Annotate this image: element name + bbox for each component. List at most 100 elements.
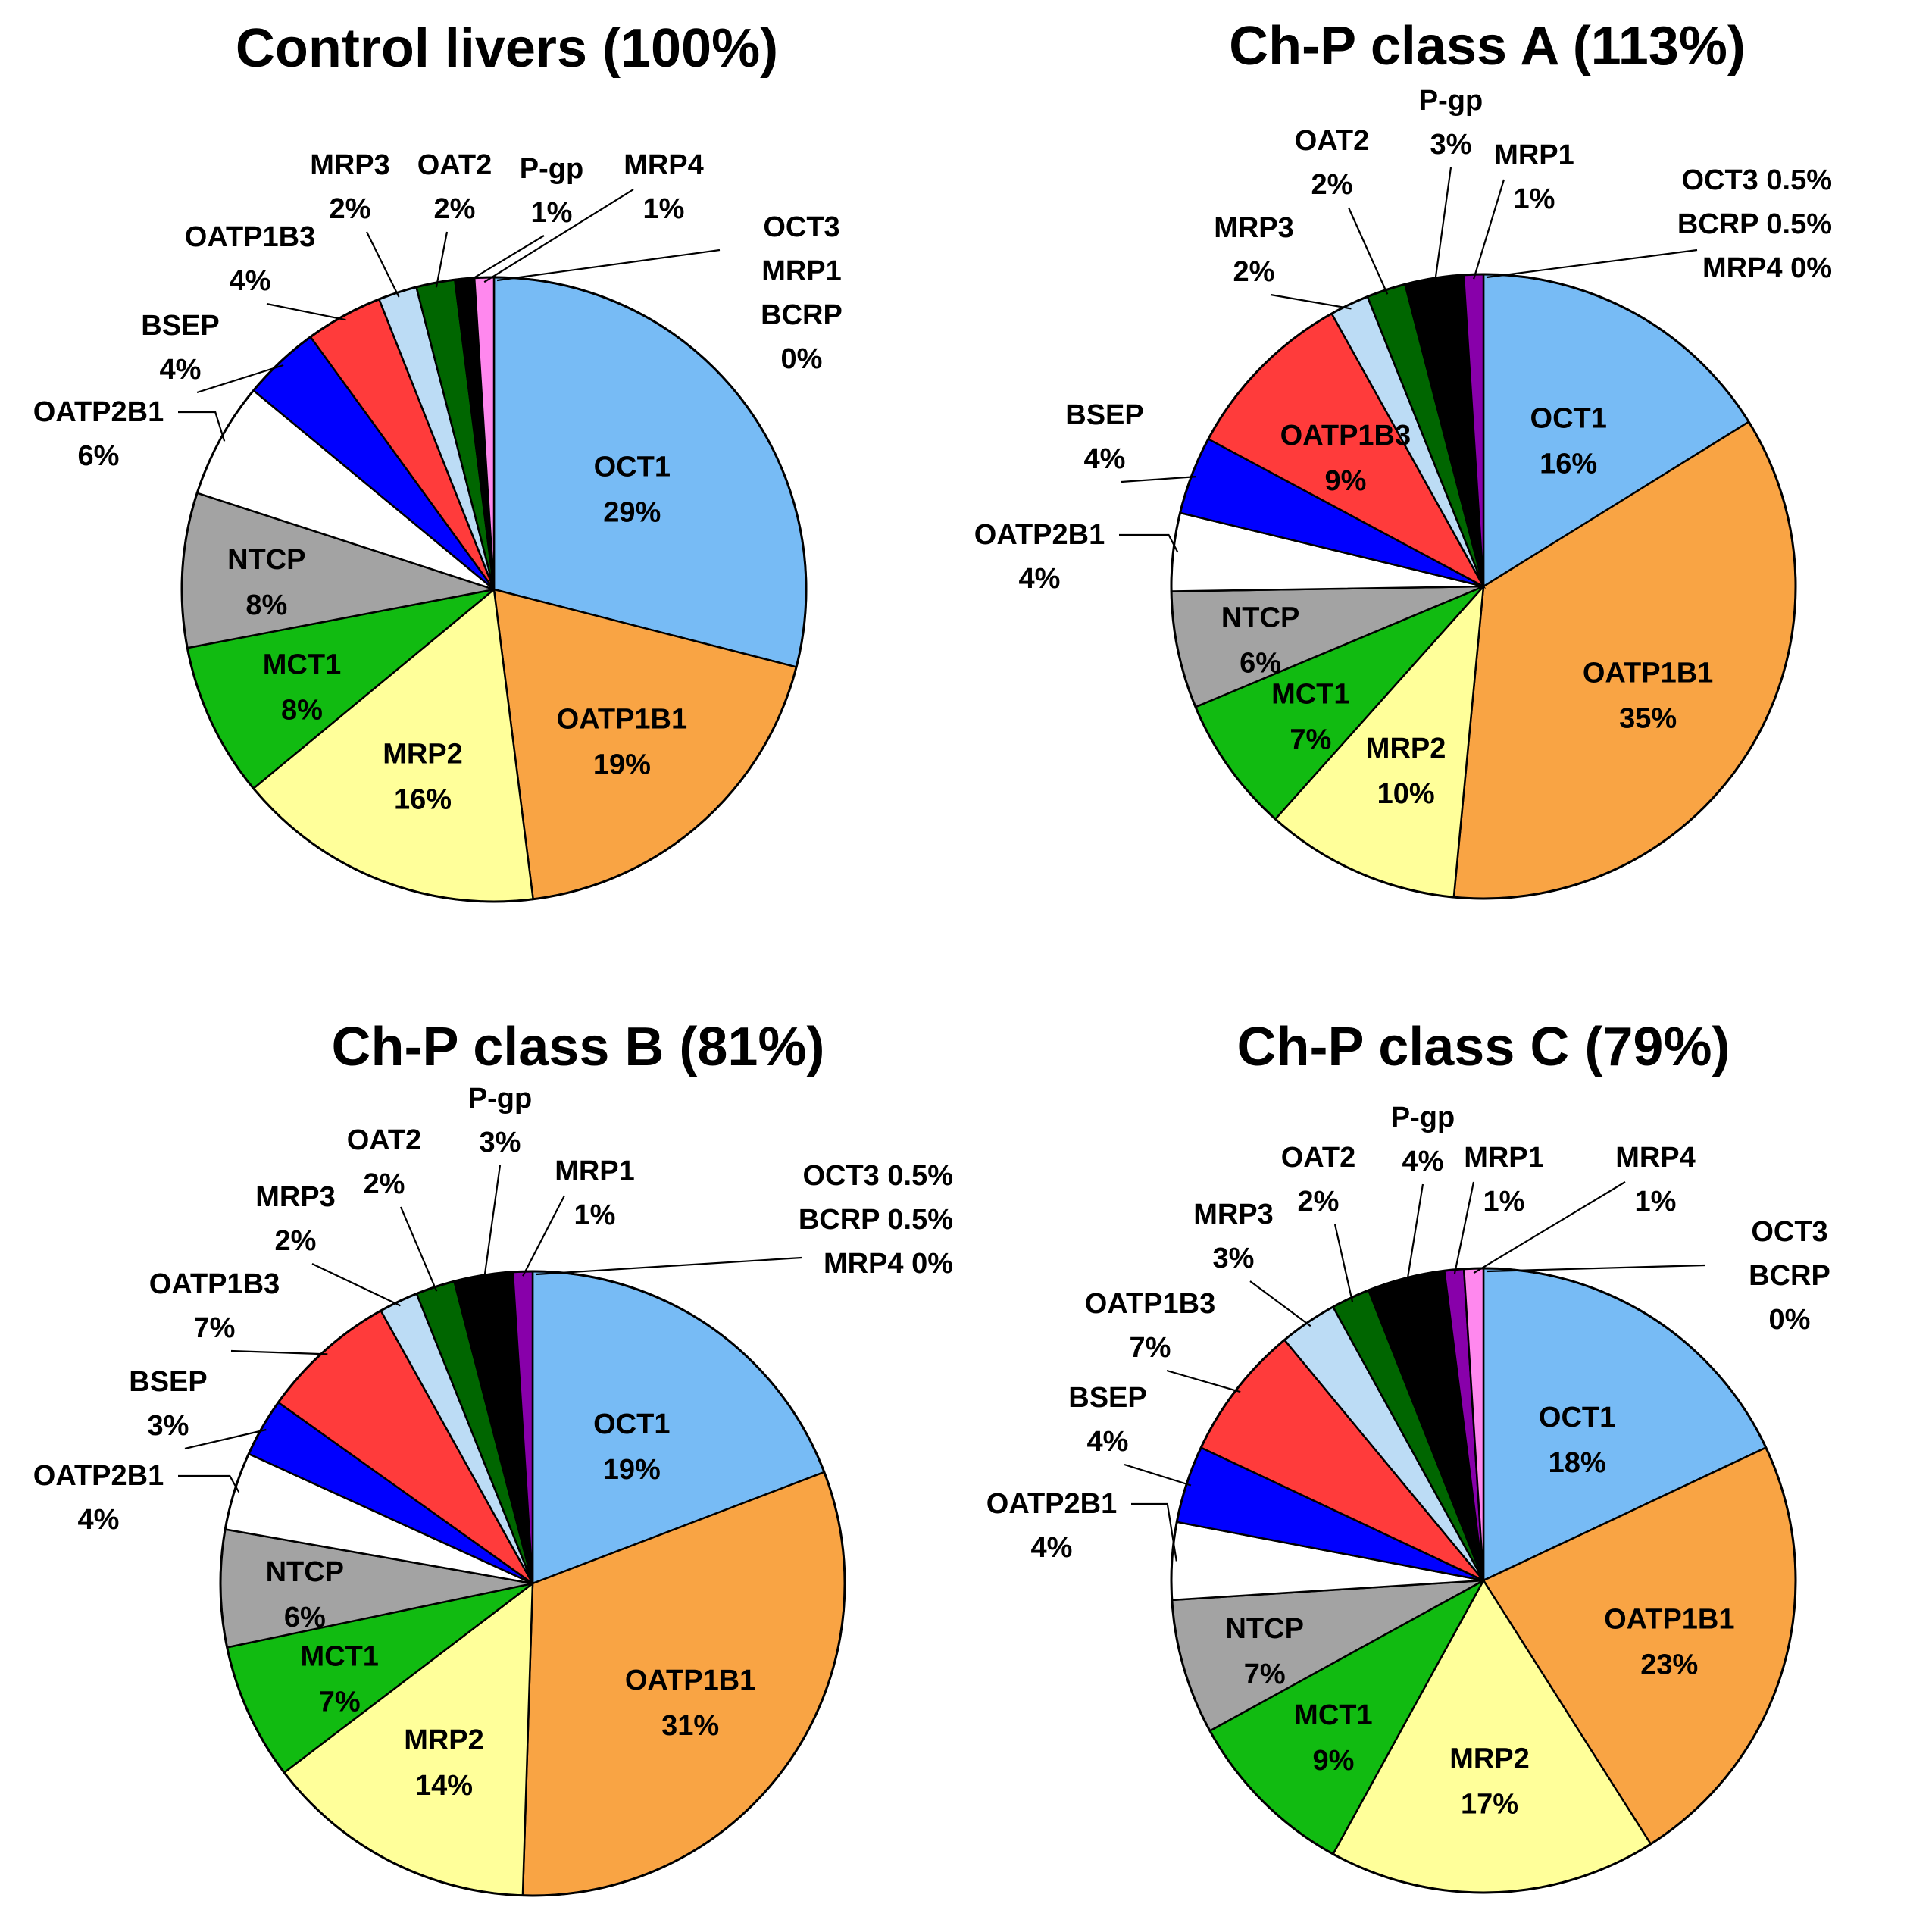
slice-label-oatp2b1: OATP2B1 4% [986,1488,1177,1564]
slice-label-mrp2: MRP2 14% [404,1724,484,1802]
leader-line [1270,293,1352,310]
zero-slices-label: OCT3 0.5% BCRP 0.5% MRP4 0% [1486,164,1832,284]
slice-value: 31% [661,1710,719,1742]
slice-value: 2% [330,193,371,225]
slice-name: MCT1 [263,649,341,680]
slice-value: 4% [160,354,202,386]
slice-name: P-gp [520,153,583,185]
leader-line [399,1206,438,1292]
slice-name: OCT1 [594,452,671,483]
slice-value: 3% [148,1410,189,1442]
slice-name: OAT2 [347,1124,422,1156]
slice-name: NTCP [1225,1613,1303,1645]
slice-name: MRP1 [1494,139,1574,171]
leader-line [366,231,400,298]
slice-name: MRP3 [310,149,390,181]
pie-chart-3: Ch-P class B (81%) OCT1 19% OATP1B1 31% MRP2 1… [33,1017,953,1897]
slice-label-mrp3: MRP3 2% [310,149,400,298]
slice-name: OATP2B1 [986,1488,1117,1520]
slice-name: P-gp [1391,1102,1455,1133]
slice-label-mrp3: MRP3 2% [255,1181,401,1307]
slice-value: 2% [275,1225,317,1257]
slice-label-oat2: OAT2 2% [417,149,492,288]
zero-leader-line [496,249,721,282]
slice-value: 35% [1619,703,1677,735]
slice-name: NTCP [266,1556,344,1588]
zero-slice-line: 0% [781,343,823,375]
leader-line [1131,1502,1177,1562]
pie-rim [219,1270,846,1897]
slice-value: 8% [281,694,323,726]
slice-name: OCT1 [1539,1402,1615,1433]
zero-slice-line: MRP4 0% [1702,252,1832,284]
chart-title: Ch-P class C (79%) [1237,1017,1730,1077]
slice-value: 1% [1635,1186,1677,1218]
slice-label-mrp2: MRP2 10% [1366,733,1446,810]
zero-slices-label: OCT3 MRP1 BCRP 0% [496,211,843,375]
slice-value: 7% [194,1312,236,1344]
slice-name: OATP1B3 [1085,1288,1215,1320]
slice-value: 7% [1130,1332,1171,1364]
slice-value: 4% [230,265,271,297]
slice-value: 3% [480,1127,521,1158]
slice-name: BSEP [1065,399,1143,431]
slice-label-mrp2: MRP2 16% [383,739,463,816]
leader-line [266,302,346,321]
slice-name: BSEP [1068,1382,1146,1414]
slice-label-oatp1b1: OATP1B1 19% [557,704,687,781]
leader-line [1473,1181,1626,1274]
slice-label-ntcp: NTCP 8% [227,544,305,621]
slice-value: 23% [1640,1649,1698,1680]
slice-label-ntcp: NTCP 6% [266,1556,344,1633]
slice-name: P-gp [1419,85,1483,117]
slice-label-oatp1b3: OATP1B3 4% [185,221,346,321]
leader-line [464,235,545,284]
slice-label-mct1: MCT1 8% [263,649,341,726]
slice-value: 17% [1461,1788,1518,1820]
slice-name: OCT1 [1530,402,1607,434]
slice-label-oatp1b1: OATP1B1 35% [1583,658,1713,735]
slice-label-bsep: BSEP 4% [141,310,284,394]
zero-slice-line: OCT3 [1751,1216,1827,1248]
slice-name: NTCP [1221,602,1299,634]
slice-value: 6% [284,1602,326,1633]
slice-name: OATP1B3 [185,221,315,253]
slice-value: 1% [531,197,573,229]
leader-line [483,189,634,283]
slice-label-mct1: MCT1 7% [300,1640,378,1718]
slice-name: MCT1 [300,1640,378,1672]
slice-label-oct1: OCT1 18% [1539,1402,1615,1479]
slice-label-oatp1b3: OATP1B3 7% [1085,1288,1241,1393]
slice-name: BSEP [129,1366,207,1398]
slice-value: 2% [1311,169,1353,201]
slice-name: MRP2 [383,739,463,771]
zero-slices-label: OCT3 BCRP 0% [1486,1216,1830,1336]
slice-name: BSEP [141,310,219,342]
chart-title: Ch-P class A (113%) [1229,16,1746,77]
slice-value: 3% [1213,1243,1255,1274]
pie-chart-1: Control livers (100%) OCT1 29% OATP1B1 19% MR… [33,18,843,903]
slice-value: 14% [415,1770,473,1802]
zero-slice-line: OCT3 [763,211,839,243]
zero-slice-line: BCRP 0.5% [799,1204,953,1236]
leader-line [522,1195,565,1277]
slice-name: NTCP [227,544,305,576]
leader-line [230,1349,328,1355]
slice-name: MRP4 [624,149,704,181]
slice-value: 4% [1087,1426,1129,1458]
leader-line [178,411,226,442]
slice-value: 6% [78,440,120,472]
slice-label-oat2: OAT2 2% [1281,1142,1355,1302]
slice-label-p-gp: P-gp 3% [1419,85,1483,283]
slice-name: OAT2 [1295,125,1370,157]
pie-rim [180,276,808,903]
slice-label-mct1: MCT1 9% [1294,1699,1372,1777]
slice-label-mrp1: MRP1 1% [1473,139,1574,280]
slice-value: 29% [603,497,661,529]
slice-value: 4% [1084,443,1126,475]
slice-name: OATP2B1 [974,519,1105,551]
leader-line [1121,476,1196,483]
leader-line [1347,207,1389,295]
slice-value: 6% [1240,648,1281,680]
